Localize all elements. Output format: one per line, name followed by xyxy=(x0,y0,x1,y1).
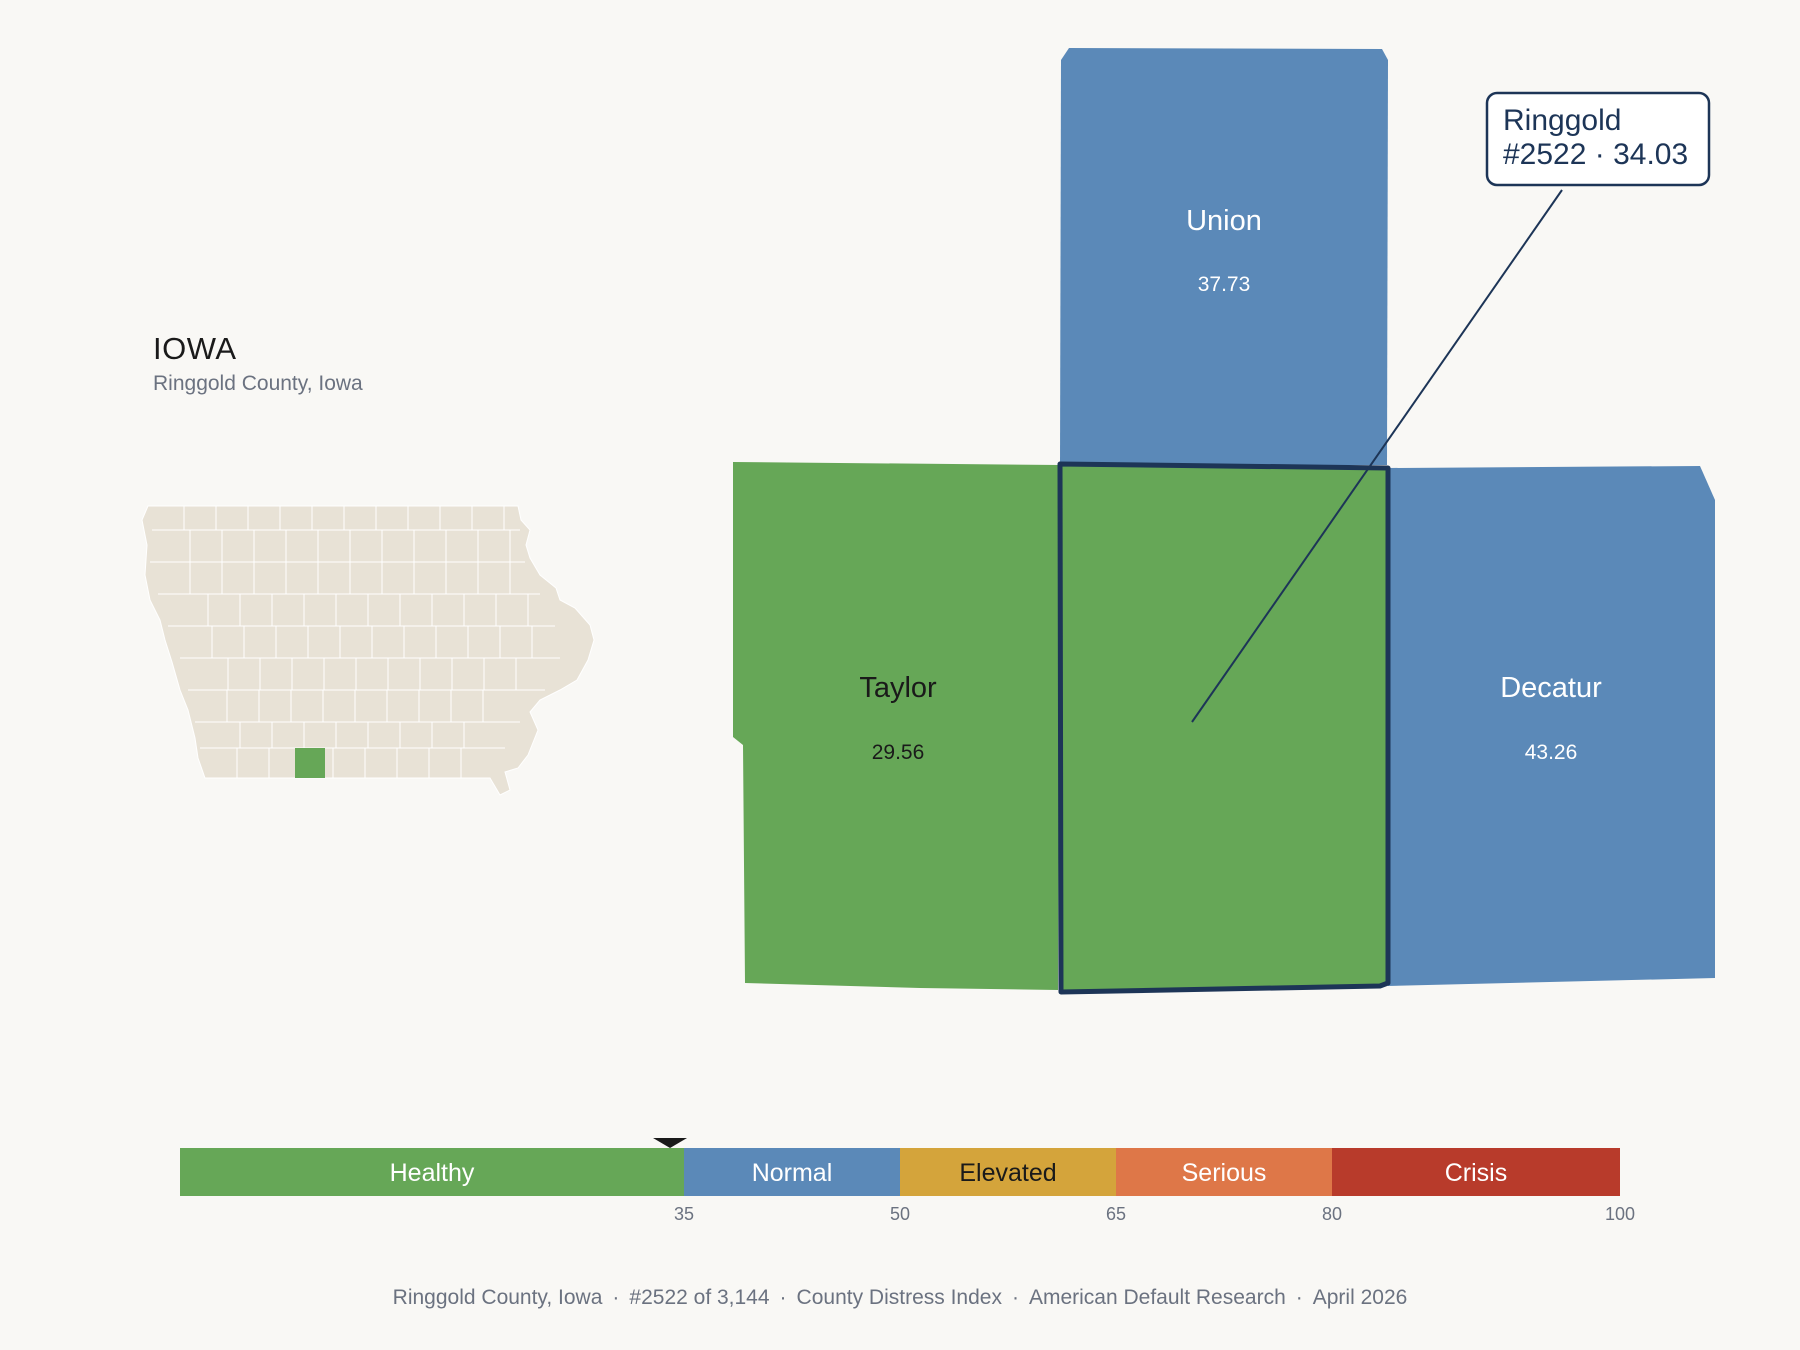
footer-index: County Distress Index xyxy=(796,1286,1002,1309)
scale-tick-label: 80 xyxy=(1322,1204,1342,1224)
callout-box xyxy=(1485,91,1711,187)
scale-band-crisis xyxy=(1332,1148,1620,1196)
scale-marker-icon xyxy=(653,1138,688,1148)
scale-tick-label: 65 xyxy=(1106,1204,1126,1224)
scale-tick-label: 100 xyxy=(1605,1204,1635,1224)
county-map: Union 37.73 Taylor 29.56 Decatur 43.26 xyxy=(733,48,1715,995)
iowa-locator-map xyxy=(141,505,595,796)
county-decatur xyxy=(1388,466,1715,986)
state-title: IOWA xyxy=(153,331,237,366)
footer-caption: Ringgold County, Iowa · #2522 of 3,144 · Cou… xyxy=(392,1286,1408,1309)
footer-org: American Default Research xyxy=(1028,1286,1286,1309)
scale-band-elevated xyxy=(900,1148,1116,1196)
callout-county-name: Ringgold xyxy=(1503,104,1621,137)
callout-rank-score: #2522 · 34.03 xyxy=(1503,138,1688,171)
footer-rank: #2522 of 3,144 xyxy=(629,1286,770,1309)
county-union xyxy=(1060,48,1388,465)
distress-scale: Healthy Normal Elevated Serious Crisis 35 50 65… xyxy=(180,1138,1635,1224)
scale-band-normal xyxy=(684,1148,900,1196)
county-label-decatur: Decatur xyxy=(1500,672,1602,704)
state-subtitle: Ringgold County, Iowa xyxy=(153,372,363,395)
county-ringgold xyxy=(1057,461,1391,995)
scale-band-label: Serious xyxy=(1182,1159,1267,1187)
ringgold-locator-highlight xyxy=(295,748,325,778)
scale-band-serious xyxy=(1116,1148,1332,1196)
county-value-union: 37.73 xyxy=(1198,273,1251,296)
county-value-taylor: 29.56 xyxy=(872,741,925,764)
scale-band-label: Elevated xyxy=(959,1159,1056,1187)
ringgold-callout: Ringgold #2522 · 34.03 xyxy=(1191,91,1711,723)
scale-band-label: Crisis xyxy=(1445,1159,1508,1187)
county-label-union: Union xyxy=(1186,205,1262,237)
iowa-county-grid xyxy=(150,506,560,778)
county-label-taylor: Taylor xyxy=(859,672,937,704)
scale-band-label: Normal xyxy=(752,1159,833,1187)
county-taylor xyxy=(733,462,1060,990)
callout-leader-line xyxy=(1191,189,1563,723)
footer-date: April 2026 xyxy=(1312,1286,1408,1309)
footer-county: Ringgold County, Iowa xyxy=(392,1286,603,1309)
iowa-state-outline xyxy=(141,505,595,796)
scale-tick-label: 50 xyxy=(890,1204,910,1224)
scale-band-healthy xyxy=(180,1148,684,1196)
scale-tick-label: 35 xyxy=(674,1204,694,1224)
county-value-decatur: 43.26 xyxy=(1525,741,1578,764)
scale-band-label: Healthy xyxy=(390,1159,475,1187)
